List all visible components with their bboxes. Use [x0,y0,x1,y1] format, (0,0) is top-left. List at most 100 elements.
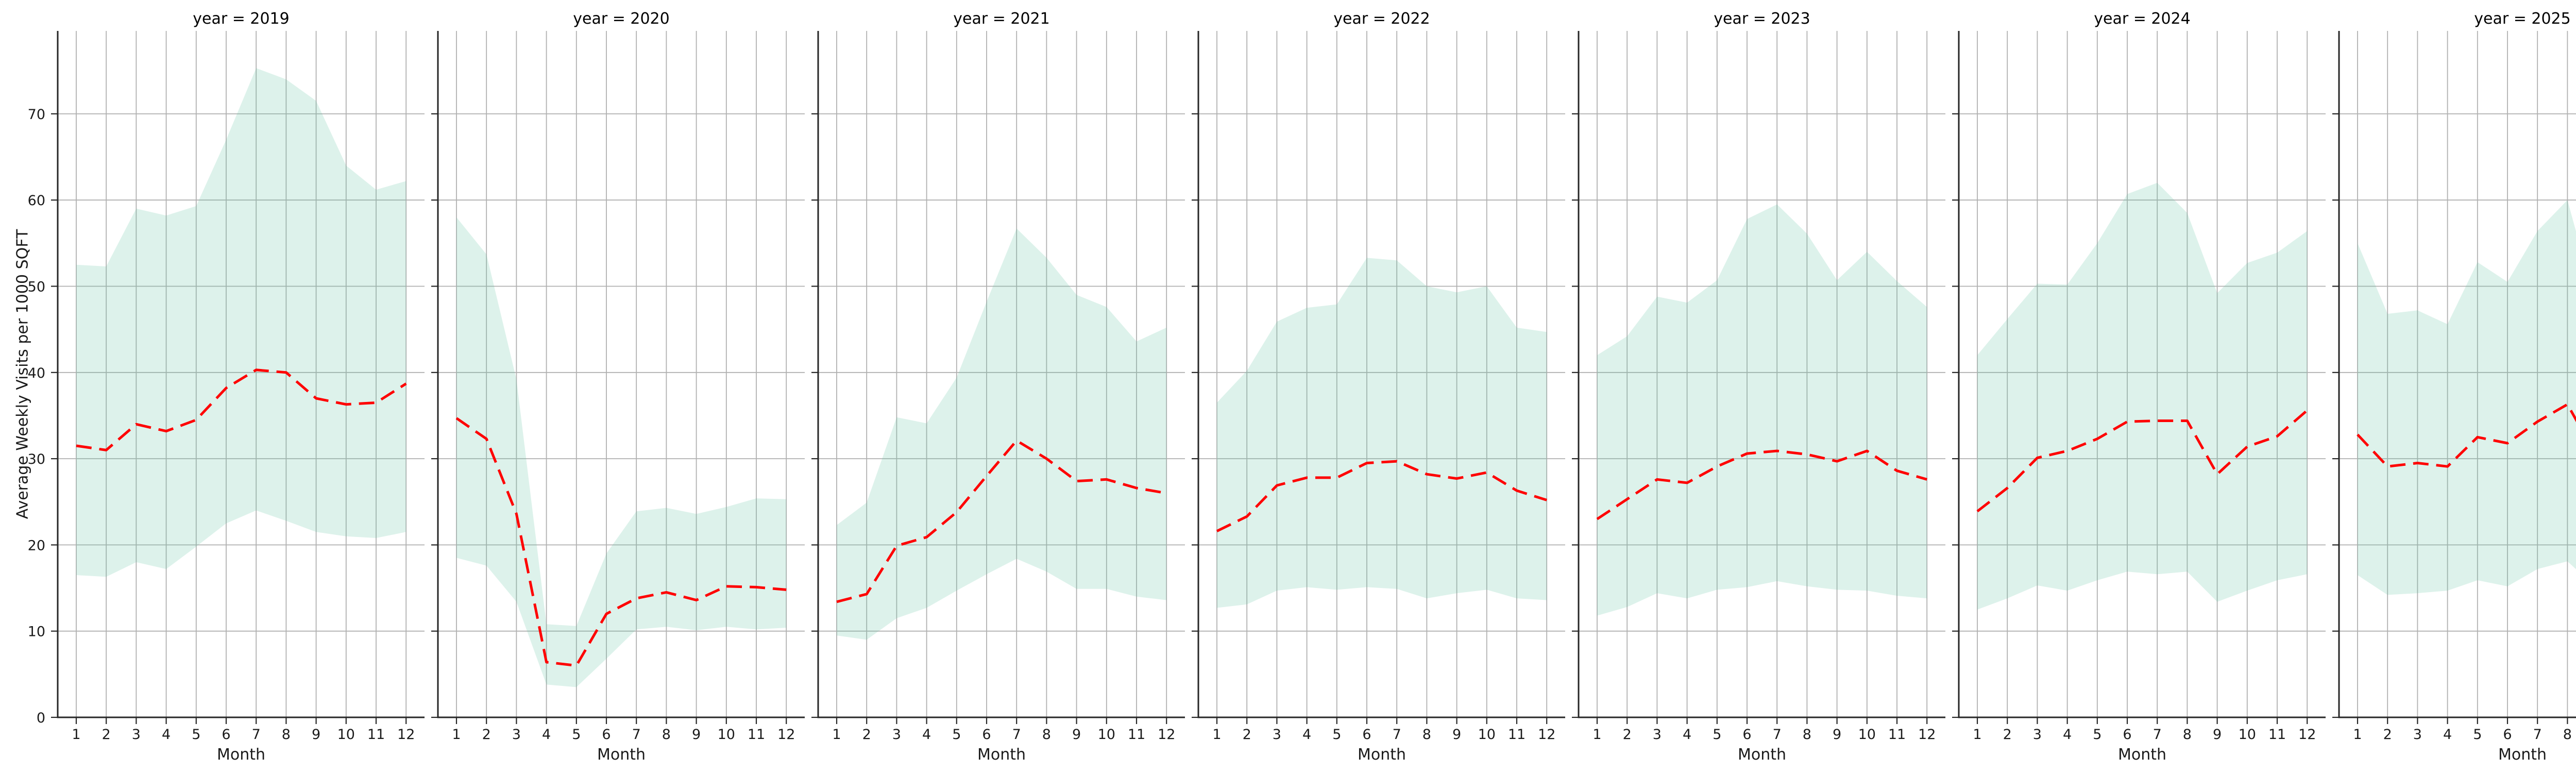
x-tick-label: 8 [2183,727,2192,743]
x-tick-label: 12 [1158,727,1175,743]
median-line [836,439,1167,603]
x-tick-label: 12 [2298,727,2316,743]
x-tick-label: 7 [1773,727,1782,743]
x-tick-label: 9 [692,727,701,743]
x-tick-label: 5 [572,727,581,743]
x-tick-label: 2 [1243,727,1251,743]
x-tick-label: 4 [2063,727,2072,743]
x-tick-label: 6 [602,727,611,743]
median-line [2357,403,2576,468]
x-tick-label: 4 [542,727,551,743]
x-tick-label: 8 [282,727,291,743]
x-tick-label: 3 [2033,727,2042,743]
x-tick-label: 7 [1012,727,1021,743]
x-tick-label: 6 [1742,727,1751,743]
x-tick-label: 4 [162,727,171,743]
x-tick-label: 5 [1713,727,1721,743]
x-tick-label: 10 [1478,727,1496,743]
x-tick-label: 9 [312,727,320,743]
x-tick-label: 3 [1653,727,1662,743]
x-tick-label: 9 [1452,727,1461,743]
x-tick-label: 5 [952,727,961,743]
tick-marks [1192,113,1548,724]
x-tick-label: 12 [777,727,795,743]
median-line [1976,409,2308,513]
x-axis-label: Month [1358,746,1406,764]
x-tick-label: 4 [1683,727,1691,743]
facet-title: year = 2025 [2474,10,2571,28]
x-tick-label: 12 [1538,727,1555,743]
x-axis-label: Month [597,746,646,764]
x-tick-label: 11 [1128,727,1145,743]
percentile-band [1977,182,2308,610]
y-tick-label: 60 [28,193,45,209]
facet-title: year = 2021 [953,10,1050,28]
y-tick-label: 40 [28,365,45,381]
tick-marks [1952,113,2308,724]
facet-title: year = 2019 [193,10,290,28]
x-tick-label: 7 [1393,727,1401,743]
median-line [76,368,407,451]
x-tick-label: 12 [1918,727,1936,743]
x-tick-label: 7 [2153,727,2162,743]
percentile-band [76,68,406,577]
facet-title: year = 2020 [573,10,670,28]
y-tick-label: 20 [28,537,45,553]
x-axis-label: Month [217,746,265,764]
x-tick-label: 8 [662,727,671,743]
percentile-band [456,217,787,687]
y-tick-label: 0 [37,710,45,726]
x-tick-label: 9 [1072,727,1081,743]
x-tick-label: 10 [337,727,355,743]
x-tick-label: 1 [1212,727,1221,743]
x-axis-label: Month [2498,746,2547,764]
x-tick-label: 10 [2239,727,2256,743]
x-tick-label: 1 [72,727,80,743]
x-tick-label: 5 [1332,727,1341,743]
x-tick-label: 8 [1803,727,1811,743]
facet-title: year = 2022 [1333,10,1430,28]
x-tick-label: 4 [1302,727,1311,743]
x-tick-label: 8 [1042,727,1051,743]
x-tick-label: 6 [1362,727,1371,743]
x-tick-label: 6 [222,727,230,743]
x-tick-label: 2 [482,727,491,743]
x-tick-label: 8 [2563,727,2572,743]
x-tick-label: 6 [982,727,991,743]
x-tick-label: 12 [397,727,415,743]
tick-marks [1572,113,1928,724]
x-tick-label: 10 [1858,727,1876,743]
x-tick-label: 3 [512,727,521,743]
x-tick-label: 11 [748,727,765,743]
gridlines [1579,31,1945,718]
y-tick-label: 30 [28,451,45,467]
x-tick-label: 5 [192,727,200,743]
gridlines [1959,31,2326,718]
x-tick-label: 2 [2003,727,2012,743]
x-tick-label: 9 [1833,727,1841,743]
x-tick-label: 7 [632,727,641,743]
percentile-band [2358,200,2576,595]
x-tick-label: 4 [922,727,931,743]
x-tick-label: 1 [452,727,461,743]
gridlines [818,31,1185,718]
y-tick-label: 70 [28,107,45,123]
x-tick-label: 10 [1098,727,1115,743]
percentile-band [1217,258,1547,608]
x-axis-label: Month [2118,746,2166,764]
x-tick-label: 7 [252,727,261,743]
x-tick-label: 3 [892,727,901,743]
x-axis-label: Month [1738,746,1786,764]
tick-marks [811,113,1167,724]
x-tick-label: 11 [1888,727,1906,743]
x-tick-label: 2 [862,727,871,743]
